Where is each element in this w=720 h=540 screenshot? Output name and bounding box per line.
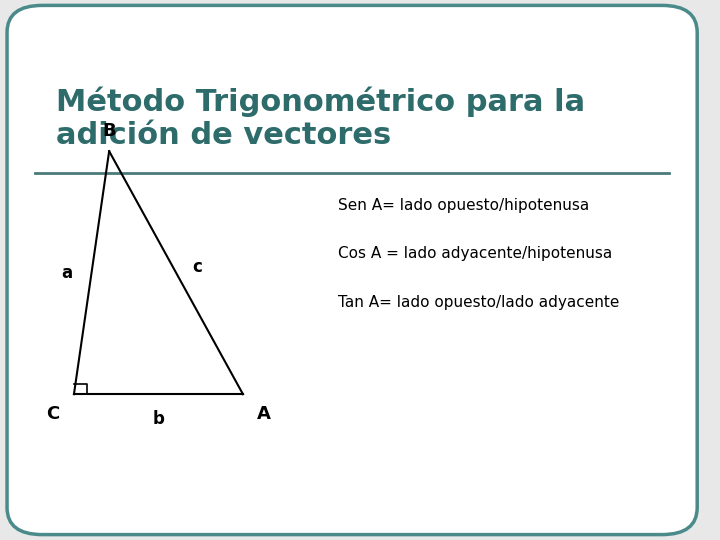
Text: Sen A= lado opuesto/hipotenusa: Sen A= lado opuesto/hipotenusa [338, 198, 589, 213]
Text: Tan A= lado opuesto/lado adyacente: Tan A= lado opuesto/lado adyacente [338, 295, 619, 310]
Text: c: c [192, 258, 202, 276]
Text: C: C [46, 405, 60, 423]
Text: Método Trigonométrico para la
adición de vectores: Método Trigonométrico para la adición de… [56, 86, 585, 151]
Text: a: a [61, 264, 73, 282]
FancyBboxPatch shape [7, 5, 697, 535]
Text: A: A [257, 405, 271, 423]
Text: b: b [153, 409, 164, 428]
Text: B: B [102, 123, 116, 140]
Text: Cos A = lado adyacente/hipotenusa: Cos A = lado adyacente/hipotenusa [338, 246, 612, 261]
